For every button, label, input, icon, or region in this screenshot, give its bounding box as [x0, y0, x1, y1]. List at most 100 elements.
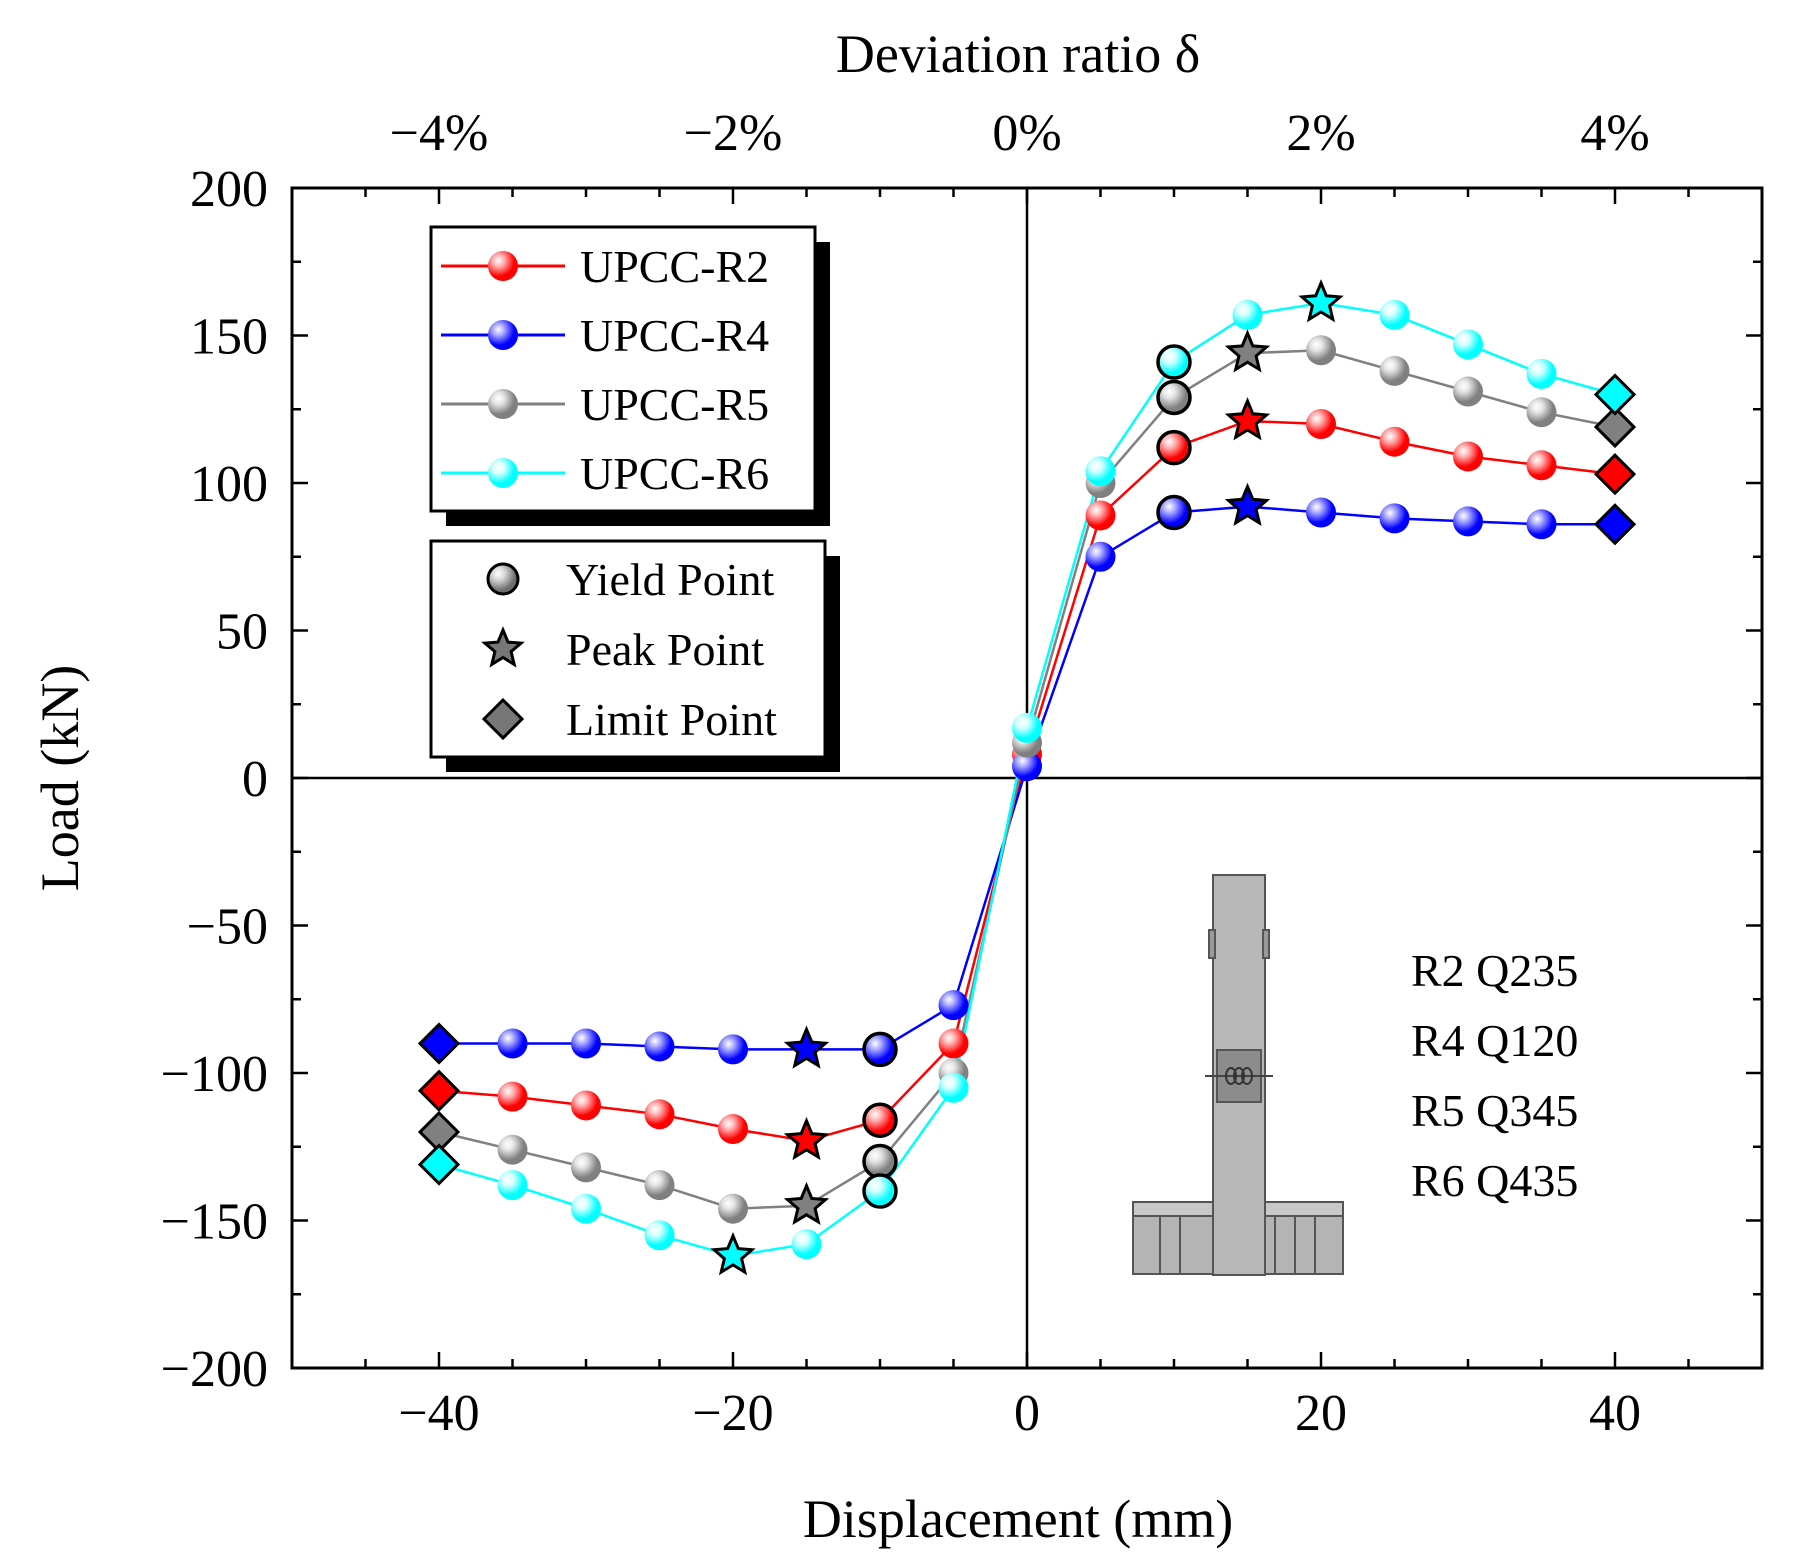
yield-point-marker [862, 1031, 898, 1068]
data-point [1379, 355, 1410, 386]
peak-point-marker [783, 1025, 830, 1069]
data-point [938, 1028, 969, 1059]
data-point [497, 1028, 528, 1059]
yield-point-marker [862, 1143, 898, 1180]
data-point [497, 1134, 528, 1165]
data-point [497, 1081, 528, 1112]
specimen-note: R6 Q435 [1411, 1155, 1578, 1206]
top-axis-title: Deviation ratio δ [836, 24, 1200, 84]
data-point [1012, 712, 1042, 743]
top-tick-label: 0% [992, 105, 1061, 162]
data-point [1526, 509, 1557, 540]
data-point [1526, 358, 1557, 389]
peak-point-marker [710, 1232, 756, 1276]
data-point [1306, 335, 1336, 366]
limit-point-marker [1593, 405, 1637, 449]
data-point [938, 990, 969, 1021]
yield-point-marker [1156, 344, 1192, 380]
damper-ring-3 [1241, 1067, 1253, 1085]
marker-legend: Yield Point Peak Point Limit Point [429, 539, 840, 772]
marker-legend-label: Limit Point [566, 694, 777, 745]
data-point [938, 1072, 969, 1103]
data-point [1379, 503, 1410, 534]
data-point [644, 1099, 675, 1130]
peak-point-marker [783, 1181, 830, 1226]
data-point [1085, 456, 1116, 487]
data-point [497, 1170, 528, 1201]
yield-point-marker [862, 1102, 898, 1138]
y-tick-label: −100 [161, 1046, 268, 1103]
x-axis-title: Displacement (mm) [803, 1489, 1233, 1549]
specimen-notes: R2 Q235 R4 Q120 R5 Q345 R6 Q435 [1411, 945, 1578, 1206]
data-point [1232, 299, 1263, 330]
specimen-drawing [1132, 874, 1344, 1276]
data-point [1379, 299, 1410, 330]
top-tick-label: −4% [390, 105, 489, 162]
data-point [1306, 409, 1336, 439]
legend-marker [488, 458, 518, 488]
data-point [1453, 376, 1483, 407]
peak-point-marker [1224, 329, 1271, 373]
y-tick-label: 150 [190, 309, 268, 366]
legend-label: UPCC-R6 [580, 448, 769, 499]
data-point [1085, 541, 1116, 572]
specimen-note: R5 Q345 [1411, 1085, 1578, 1136]
marker-legend-label: Yield Point [566, 554, 775, 605]
y-tick-label: 50 [216, 604, 268, 661]
specimen-bracket-left [1208, 929, 1216, 959]
y-tick-label: −50 [187, 899, 268, 956]
top-tick-label: 2% [1286, 105, 1355, 162]
specimen-note: R2 Q235 [1411, 945, 1578, 996]
x-tick-label: 40 [1589, 1385, 1641, 1442]
limit-point-marker [1593, 453, 1637, 496]
limit-point-marker [417, 1022, 461, 1065]
data-point [1526, 450, 1557, 481]
data-point [718, 1193, 748, 1224]
legend-label: UPCC-R5 [580, 379, 769, 430]
limit-legend-marker [481, 697, 525, 741]
yield-point-marker [1156, 379, 1192, 416]
peak-point-marker [783, 1116, 830, 1161]
yield-point-marker [862, 1173, 898, 1209]
peak-legend-marker [481, 626, 525, 668]
limit-point-marker [417, 1143, 461, 1186]
peak-point-marker [1298, 279, 1344, 323]
data-point [644, 1220, 675, 1251]
data-point [1012, 751, 1042, 782]
limit-point-marker [417, 1069, 461, 1112]
data-point [1453, 506, 1483, 537]
damper-ring-1 [1225, 1067, 1237, 1085]
specimen-bracket-right [1262, 929, 1270, 959]
yield-legend-marker [486, 562, 520, 596]
data-point [1526, 397, 1557, 428]
legend-marker [488, 251, 518, 281]
data-point [1379, 426, 1410, 457]
top-tick-label: 4% [1580, 105, 1649, 162]
legend-marker [488, 389, 518, 419]
y-axis-title: Load (kN) [30, 665, 90, 891]
data-point [1453, 441, 1483, 472]
data-point [791, 1229, 822, 1260]
axes-layer: −40 −20 0 20 40−4% −2% 0% 2% 4%−200−150−100−5005… [161, 105, 1764, 1442]
legend-marker [488, 320, 518, 350]
x-tick-label: −40 [398, 1385, 479, 1442]
x-tick-label: −20 [692, 1385, 773, 1442]
y-tick-label: 0 [242, 751, 268, 808]
data-point [1453, 329, 1483, 360]
legend-label: UPCC-R4 [580, 310, 769, 361]
y-tick-label: 100 [190, 456, 268, 513]
data-point [1085, 500, 1116, 531]
yield-point-marker [1156, 494, 1192, 531]
series-legend: UPCC-R2 UPCC-R4 UPCC-R5 UPCC-R6 [429, 225, 830, 526]
marker-legend-label: Peak Point [566, 624, 764, 675]
x-tick-label: 0 [1014, 1385, 1040, 1442]
data-point [718, 1114, 748, 1145]
markers-layer [417, 279, 1637, 1276]
y-tick-label: 200 [190, 161, 268, 218]
top-tick-label: −2% [684, 105, 783, 162]
data-point [644, 1031, 675, 1062]
peak-point-marker [1224, 482, 1271, 526]
limit-point-marker [1593, 373, 1637, 416]
data-point [1306, 497, 1336, 528]
